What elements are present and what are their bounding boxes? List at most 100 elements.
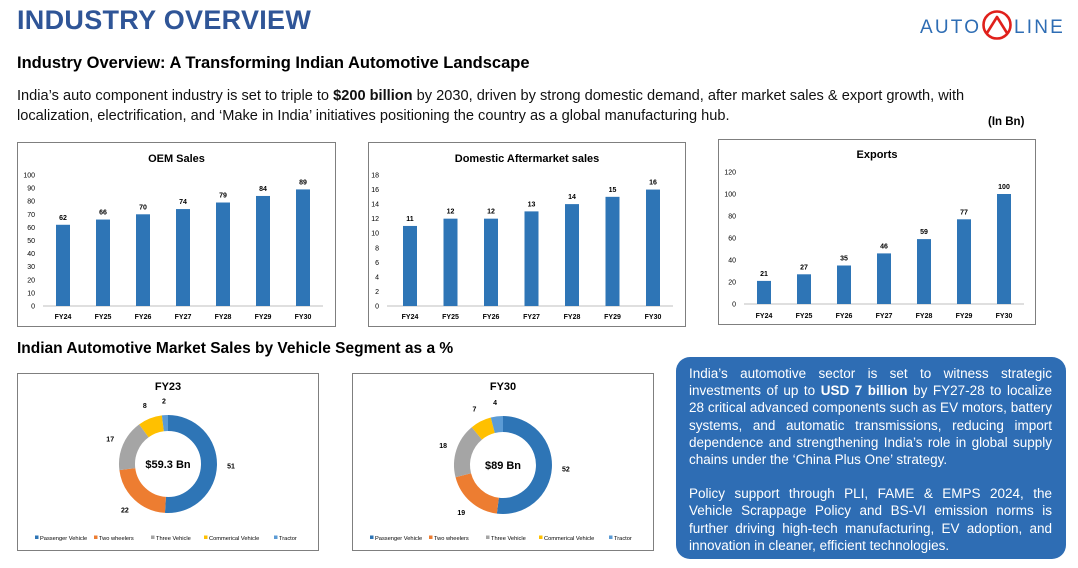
data-label: 12 [487, 209, 495, 216]
legend-label: Passenger Vehicle [375, 536, 422, 542]
x-tick-label: FY27 [876, 313, 893, 320]
x-tick-label: FY30 [295, 314, 312, 321]
legend-label: Commerical Vehicle [544, 536, 594, 542]
bar [565, 204, 579, 306]
y-tick-label: 16 [371, 187, 379, 194]
bar [443, 218, 458, 306]
y-tick-label: 20 [728, 280, 736, 287]
y-tick-label: 4 [375, 274, 379, 281]
slice-data-label: 51 [227, 464, 235, 471]
x-tick-label: FY24 [756, 313, 773, 320]
bar [296, 189, 310, 306]
legend-label: Commerical Vehicle [209, 536, 259, 542]
intro-text-after: by 2030, driven by strong domestic deman… [17, 88, 965, 124]
data-label: 11 [406, 216, 414, 223]
callout-paragraph-2: Policy support through PLI, FAME & EMPS … [689, 486, 1052, 553]
donut-slice [471, 417, 496, 440]
bar [837, 265, 851, 304]
donut-center-label: $59.3 Bn [145, 459, 191, 471]
slice-data-label: 52 [562, 467, 570, 474]
data-label: 46 [880, 243, 888, 250]
bar [917, 239, 931, 304]
donut-slice [455, 472, 500, 514]
legend-label: Three Vehicle [156, 536, 191, 542]
y-tick-label: 40 [728, 258, 736, 265]
legend-swatch [609, 535, 613, 539]
data-label: 14 [568, 194, 576, 201]
y-tick-label: 12 [371, 216, 379, 223]
data-label: 35 [840, 256, 848, 263]
bar [256, 195, 270, 306]
bar [176, 209, 190, 306]
y-tick-label: 10 [27, 290, 35, 297]
x-tick-label: FY26 [483, 314, 500, 321]
slice-data-label: 2 [162, 399, 166, 406]
y-tick-label: 80 [27, 199, 35, 206]
bar [484, 218, 498, 306]
chart-title: Exports [857, 149, 898, 161]
oem-sales-chart-svg: OEM Sales 0 10 20 30 40 50 60 70 80 90 100 62 FY24 66 F… [23, 153, 323, 321]
slice-data-label: 8 [143, 403, 147, 410]
slice-data-label: 7 [472, 406, 476, 413]
data-label: 21 [760, 271, 768, 278]
section-subtitle: Industry Overview: A Transforming Indian… [17, 54, 530, 72]
bar [605, 196, 620, 306]
data-label: 70 [139, 204, 147, 211]
y-tick-label: 18 [371, 173, 379, 180]
callout-text-after: by FY27-28 to localize 28 critical advan… [689, 383, 1052, 468]
data-label: 79 [219, 193, 227, 200]
data-label: 13 [528, 201, 536, 208]
y-tick-label: 20 [27, 277, 35, 284]
data-label: 89 [299, 179, 307, 186]
y-tick-label: 60 [728, 236, 736, 243]
bar [56, 224, 70, 306]
y-tick-label: 14 [371, 202, 379, 209]
chart-title: Domestic Aftermarket sales [455, 153, 600, 165]
donut-slice [164, 415, 217, 513]
bar [757, 280, 771, 304]
y-tick-label: 50 [27, 238, 35, 245]
bar [216, 202, 230, 306]
legend-label: Tractor [614, 536, 632, 542]
y-tick-label: 100 [23, 173, 35, 180]
y-tick-label: 0 [732, 302, 736, 309]
aftermarket-sales-chart-svg: Domestic Aftermarket sales 0 2 4 6 8 10 12 14 16 1… [371, 153, 673, 321]
data-label: 66 [99, 210, 107, 217]
y-tick-label: 100 [724, 192, 736, 199]
donut-slice [496, 416, 552, 514]
legend-swatch [151, 535, 155, 539]
x-tick-label: FY27 [523, 314, 540, 321]
y-tick-label: 2 [375, 289, 379, 296]
y-tick-label: 40 [27, 251, 35, 258]
bar [877, 253, 891, 304]
fy23-donut-chart-svg: FY23 51 22 17 8 2 $59.3 Bn Passenger Vehicle Two… [35, 381, 297, 542]
slice-data-label: 22 [121, 507, 129, 514]
data-label: 62 [59, 215, 67, 222]
legend-swatch [486, 535, 490, 539]
chart-title: FY23 [155, 381, 181, 393]
slice-data-label: 17 [106, 437, 114, 444]
data-label: 74 [179, 199, 187, 206]
x-tick-label: FY28 [215, 314, 232, 321]
bar [997, 194, 1011, 304]
legend-swatch [274, 535, 278, 539]
legend-swatch [370, 535, 374, 539]
logo-text-line: LINE [1014, 17, 1065, 38]
data-label: 15 [609, 187, 617, 194]
donut-slice [119, 424, 149, 471]
y-tick-label: 70 [27, 212, 35, 219]
legend-label: Passenger Vehicle [40, 536, 87, 542]
bar [136, 214, 150, 306]
exports-chart: Exports 0 20 40 60 80 100 120 21 FY24 27 FY25 35 FY26… [718, 139, 1036, 325]
x-tick-label: FY24 [55, 314, 72, 321]
fy30-donut-chart-svg: FY30 52 19 18 7 4 $89 Bn Passenger Vehicle Two w… [370, 381, 632, 542]
logo-text-auto: AUTO [920, 17, 981, 38]
chart-title: OEM Sales [148, 153, 205, 165]
x-tick-label: FY29 [255, 314, 272, 321]
chart-title: FY30 [490, 381, 516, 393]
x-tick-label: FY30 [996, 313, 1013, 320]
callout-text-before: India’s automotive sector is set to witn… [689, 366, 1052, 399]
bar [797, 274, 811, 304]
legend-label: Three Vehicle [491, 536, 526, 542]
page-title: INDUSTRY OVERVIEW [17, 5, 312, 35]
